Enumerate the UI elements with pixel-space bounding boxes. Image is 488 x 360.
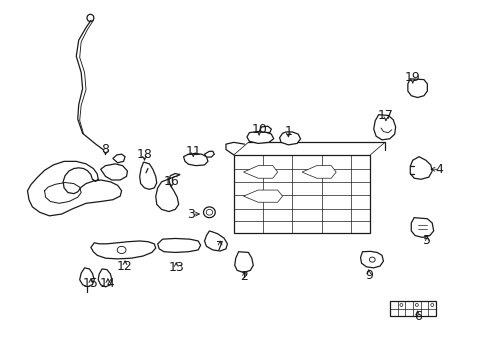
- Text: 13: 13: [168, 261, 184, 274]
- Polygon shape: [409, 157, 431, 179]
- Polygon shape: [98, 269, 112, 287]
- Polygon shape: [243, 190, 282, 202]
- Polygon shape: [158, 238, 200, 252]
- Text: 10: 10: [251, 123, 266, 136]
- Polygon shape: [183, 153, 207, 166]
- Polygon shape: [113, 154, 125, 163]
- Polygon shape: [234, 252, 253, 273]
- Text: 8: 8: [102, 143, 109, 156]
- Polygon shape: [80, 268, 94, 287]
- Polygon shape: [140, 162, 157, 189]
- Polygon shape: [407, 79, 427, 98]
- Polygon shape: [360, 251, 383, 268]
- Text: 18: 18: [136, 148, 152, 161]
- Polygon shape: [156, 174, 180, 212]
- Text: 19: 19: [404, 71, 420, 84]
- Polygon shape: [373, 115, 395, 140]
- Text: 12: 12: [117, 260, 133, 273]
- Polygon shape: [246, 132, 273, 143]
- Polygon shape: [302, 166, 335, 178]
- Polygon shape: [243, 166, 277, 178]
- Polygon shape: [410, 218, 433, 237]
- Text: 16: 16: [163, 175, 179, 188]
- Polygon shape: [233, 155, 369, 233]
- Text: 5: 5: [423, 234, 430, 247]
- Polygon shape: [204, 151, 214, 157]
- Text: 2: 2: [240, 270, 248, 283]
- Polygon shape: [279, 132, 300, 145]
- Text: 11: 11: [185, 145, 201, 158]
- Text: 4: 4: [435, 163, 443, 176]
- Text: 1: 1: [284, 125, 292, 138]
- Text: 14: 14: [100, 278, 116, 291]
- Text: 9: 9: [364, 269, 372, 282]
- Polygon shape: [91, 241, 156, 259]
- Polygon shape: [259, 126, 271, 133]
- Text: 17: 17: [377, 109, 393, 122]
- Bar: [389, 301, 435, 316]
- Text: 7: 7: [216, 240, 224, 253]
- Polygon shape: [27, 161, 122, 216]
- Polygon shape: [101, 164, 127, 180]
- Text: 3: 3: [186, 208, 194, 221]
- Polygon shape: [204, 231, 227, 251]
- Text: 15: 15: [83, 278, 99, 291]
- Text: 6: 6: [413, 310, 421, 323]
